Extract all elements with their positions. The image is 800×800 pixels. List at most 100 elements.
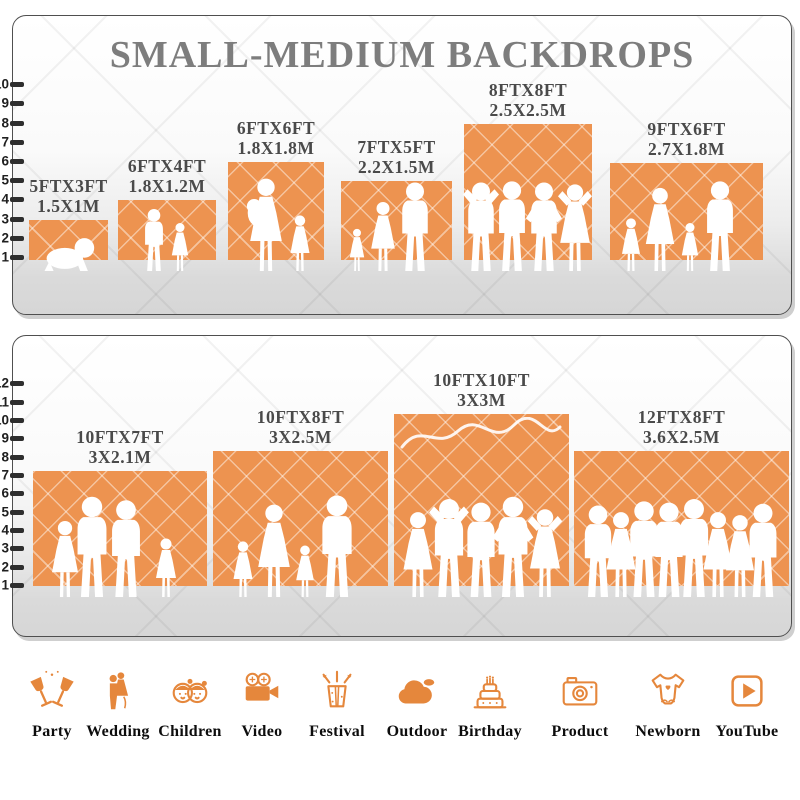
axis-tick: 10 xyxy=(0,76,26,92)
axis-tick-label: 6 xyxy=(1,153,9,169)
backdrop-size-label: 10FTX7FT 3X2.1M xyxy=(76,427,164,468)
axis-tick-label: 9 xyxy=(1,430,9,446)
axis-tick: 2 xyxy=(0,559,26,575)
axis-tick-label: 9 xyxy=(1,95,9,111)
category-youtube: YouTube xyxy=(699,668,795,741)
axis-tick-label: 2 xyxy=(1,230,9,246)
silhouette-four-adults xyxy=(462,181,594,271)
silhouette-couple-and-girl xyxy=(52,496,176,597)
axis-tick: 7 xyxy=(0,134,26,150)
axis-tick-label: 3 xyxy=(1,211,9,227)
axis-tick-label: 7 xyxy=(1,134,9,150)
axis-tick-label: 3 xyxy=(1,540,9,556)
axis-tick-label: 4 xyxy=(1,191,9,207)
size-m: 3X3M xyxy=(457,390,506,411)
backdrop-size-label: 12FTX8FT 3.6X2.5M xyxy=(638,407,726,448)
silhouette-two-children xyxy=(145,209,189,271)
silhouette-walking-family xyxy=(233,495,352,597)
axis-tick-label: 5 xyxy=(1,172,9,188)
axis-tick: 10 xyxy=(0,412,26,428)
size-m: 1.8X1.2M xyxy=(128,176,206,197)
silhouette-family-of-four xyxy=(621,181,733,271)
axis-tick-label: 1 xyxy=(1,577,9,593)
video-icon xyxy=(245,672,279,701)
axis-tick-mark xyxy=(10,217,24,222)
axis-tick-label: 6 xyxy=(1,485,9,501)
axis-tick-label: 4 xyxy=(1,522,9,538)
backdrop-5ftx3ft: 5FTX3FT 1.5X1M xyxy=(29,176,108,271)
axis-tick-mark xyxy=(10,159,24,164)
outdoor-icon xyxy=(398,679,435,704)
axis-tick: 3 xyxy=(0,211,26,227)
backdrop-8ftx8ft: 8FTX8FT 2.5X2.5M xyxy=(464,80,592,271)
axis-tick-mark xyxy=(10,565,24,570)
axis-tick-mark xyxy=(10,436,24,441)
backdrop-10ftx8ft: 10FTX8FT 3X2.5M xyxy=(213,407,388,597)
axis-tick: 6 xyxy=(0,485,26,501)
axis-tick-mark xyxy=(10,473,24,478)
category-birthday: Birthday xyxy=(442,668,538,741)
backdrop-7ftx5ft: 7FTX5FT 2.2X1.5M xyxy=(341,137,452,271)
script-watermark xyxy=(400,417,562,449)
size-ft: 10FTX7FT xyxy=(76,426,164,447)
axis-tick-label: 5 xyxy=(1,504,9,520)
axis-tick-mark xyxy=(10,381,24,386)
category-label: Outdoor xyxy=(386,723,448,740)
backdrop-6ftx6ft: 6FTX6FT 1.8X1.8M xyxy=(228,118,324,271)
axis-tick-mark xyxy=(10,528,24,533)
size-m: 2.5X2.5M xyxy=(489,100,567,121)
axis-tick: 2 xyxy=(0,230,26,246)
backdrop-size-label: 7FTX5FT 2.2X1.5M xyxy=(357,137,435,178)
silhouette-mother-and-girl xyxy=(226,173,310,271)
axis-tick: 12 xyxy=(0,375,26,391)
size-ft: 12FTX8FT xyxy=(637,406,726,427)
size-ft: 7FTX5FT xyxy=(357,136,436,157)
axis-tick-mark xyxy=(10,82,24,87)
axis-tick: 5 xyxy=(0,172,26,188)
axis-tick-label: 2 xyxy=(1,559,9,575)
axis-tick: 5 xyxy=(0,504,26,520)
category-label: Newborn xyxy=(635,723,701,740)
axis-tick: 1 xyxy=(0,249,26,265)
page-title: SMALL-MEDIUM BACKDROPS xyxy=(109,34,695,76)
axis-tick: 8 xyxy=(0,115,26,131)
axis-tick: 1 xyxy=(0,577,26,593)
axis-tick: 9 xyxy=(0,430,26,446)
category-label: Festival xyxy=(309,723,365,740)
axis-tick-mark xyxy=(10,255,24,260)
axis-tick-mark xyxy=(10,510,24,515)
category-label: Product xyxy=(551,723,609,740)
size-m: 3.6X2.5M xyxy=(643,427,720,448)
backdrop-12ftx8ft: 12FTX8FT 3.6X2.5M xyxy=(574,407,789,597)
size-ft: 5FTX3FT xyxy=(29,175,108,196)
axis-tick: 6 xyxy=(0,153,26,169)
axis-tick-label: 1 xyxy=(1,249,9,265)
axis-tick-label: 11 xyxy=(0,394,9,410)
axis-tick-mark xyxy=(10,491,24,496)
category-label: Birthday xyxy=(458,723,522,740)
small-medium-panel: SMALL-MEDIUM BACKDROPS 5FTX3FT 1.5X1M 6F… xyxy=(12,15,792,315)
category-label: Video xyxy=(241,723,283,740)
party-icon xyxy=(30,670,74,707)
axis-tick-mark xyxy=(10,236,24,241)
axis-tick-mark xyxy=(10,121,24,126)
axis-tick-label: 10 xyxy=(0,76,9,92)
backdrop-size-label: 6FTX4FT 1.8X1.2M xyxy=(128,156,206,197)
youtube-icon xyxy=(731,675,763,707)
category-outdoor: Outdoor xyxy=(369,668,465,741)
axis-tick-mark xyxy=(10,583,24,588)
category-product: Product xyxy=(532,668,628,741)
size-m: 2.2X1.5M xyxy=(358,157,435,178)
category-video: Video xyxy=(214,668,310,741)
backdrop-10ftx10ft: 10FTX10FT 3X3M xyxy=(394,370,569,597)
axis-tick: 11 xyxy=(0,394,26,410)
category-label: YouTube xyxy=(715,723,779,740)
category-label: Children xyxy=(158,723,222,740)
axis-tick-label: 8 xyxy=(1,115,9,131)
axis-tick-label: 10 xyxy=(0,412,9,428)
silhouette-crawling-baby xyxy=(44,238,94,271)
backdrop-size-label: 5FTX3FT 1.5X1M xyxy=(29,176,107,217)
axis-tick: 7 xyxy=(0,467,26,483)
category-label: Wedding xyxy=(86,723,150,740)
